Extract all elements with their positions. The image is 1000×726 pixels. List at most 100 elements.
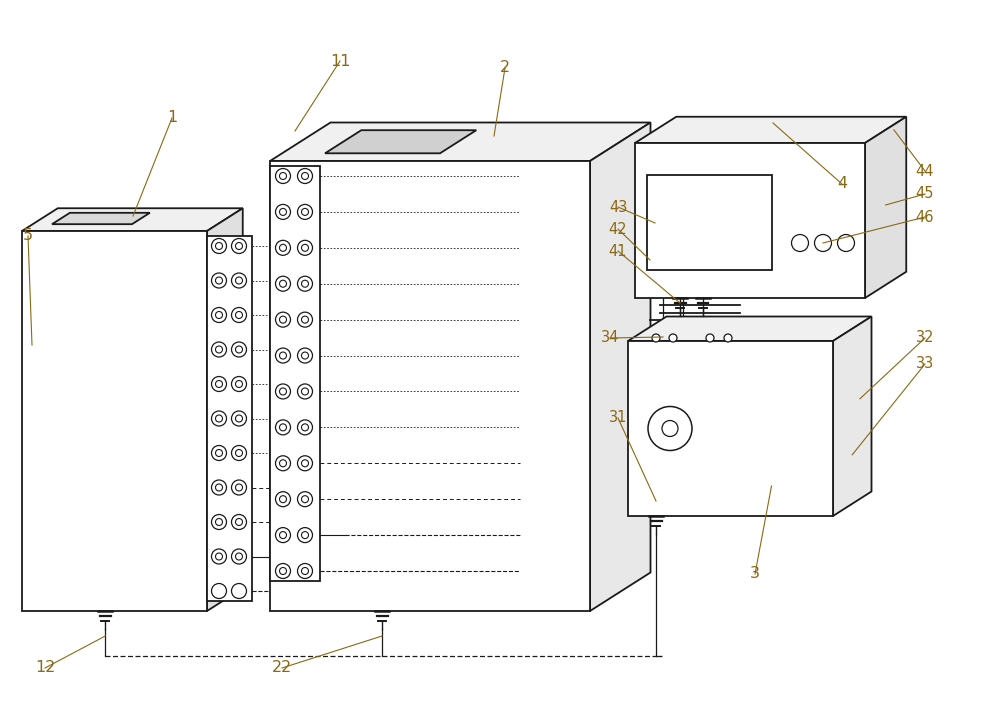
Circle shape	[236, 242, 242, 250]
Bar	[628, 341, 833, 516]
Text: 11: 11	[330, 54, 350, 68]
Circle shape	[212, 549, 227, 564]
Circle shape	[232, 411, 246, 426]
Circle shape	[280, 424, 287, 431]
Circle shape	[232, 239, 246, 253]
Polygon shape	[590, 123, 651, 611]
Circle shape	[276, 384, 290, 399]
Circle shape	[212, 308, 227, 322]
Circle shape	[212, 342, 227, 357]
Circle shape	[302, 531, 308, 539]
Text: 33: 33	[916, 356, 934, 372]
Circle shape	[302, 388, 308, 395]
Circle shape	[724, 334, 732, 342]
Circle shape	[216, 346, 223, 353]
Circle shape	[236, 277, 242, 284]
Text: 44: 44	[916, 163, 934, 179]
Circle shape	[276, 563, 290, 579]
Circle shape	[280, 352, 287, 359]
Circle shape	[298, 456, 312, 470]
Text: 32: 32	[916, 330, 934, 346]
Circle shape	[236, 380, 242, 388]
Circle shape	[232, 480, 246, 495]
Circle shape	[276, 240, 290, 256]
Circle shape	[302, 280, 308, 287]
Text: 43: 43	[609, 200, 627, 214]
Circle shape	[276, 312, 290, 327]
Circle shape	[212, 584, 227, 598]
Circle shape	[232, 273, 246, 288]
Circle shape	[216, 415, 223, 422]
Polygon shape	[270, 123, 651, 161]
Circle shape	[216, 449, 223, 457]
Circle shape	[232, 549, 246, 564]
Circle shape	[302, 208, 308, 216]
Circle shape	[662, 420, 678, 436]
Circle shape	[837, 234, 854, 251]
Circle shape	[212, 515, 227, 529]
Circle shape	[298, 420, 312, 435]
Bar	[270, 161, 590, 611]
Text: 12: 12	[35, 661, 55, 675]
Text: 34: 34	[601, 330, 619, 346]
Text: 46: 46	[916, 210, 934, 224]
Text: 5: 5	[23, 229, 33, 243]
Circle shape	[792, 234, 808, 251]
Circle shape	[276, 348, 290, 363]
Circle shape	[232, 446, 246, 460]
Text: 1: 1	[167, 110, 177, 126]
Circle shape	[232, 515, 246, 529]
Circle shape	[232, 342, 246, 357]
Circle shape	[298, 276, 312, 291]
Polygon shape	[833, 317, 872, 516]
Circle shape	[298, 312, 312, 327]
Circle shape	[216, 242, 223, 250]
Circle shape	[212, 446, 227, 460]
Polygon shape	[207, 208, 243, 611]
Circle shape	[276, 456, 290, 470]
Circle shape	[212, 273, 227, 288]
Circle shape	[298, 168, 312, 184]
Circle shape	[280, 388, 287, 395]
Circle shape	[236, 311, 242, 319]
Circle shape	[280, 460, 287, 467]
Circle shape	[236, 518, 242, 526]
Text: 2: 2	[500, 60, 510, 76]
Circle shape	[236, 449, 242, 457]
Circle shape	[298, 205, 312, 219]
Circle shape	[232, 377, 246, 391]
Text: 4: 4	[837, 176, 847, 192]
Circle shape	[298, 384, 312, 399]
Circle shape	[280, 531, 287, 539]
Circle shape	[280, 245, 287, 251]
Circle shape	[216, 518, 223, 526]
Circle shape	[814, 234, 832, 251]
Circle shape	[216, 553, 223, 560]
Polygon shape	[628, 317, 872, 341]
Text: 45: 45	[916, 187, 934, 202]
Bar	[270, 166, 320, 581]
Circle shape	[669, 334, 677, 342]
Circle shape	[298, 348, 312, 363]
Circle shape	[302, 568, 308, 574]
Circle shape	[298, 492, 312, 507]
Circle shape	[216, 277, 223, 284]
Bar	[207, 236, 252, 601]
Circle shape	[302, 424, 308, 431]
Circle shape	[280, 316, 287, 323]
Circle shape	[236, 553, 242, 560]
Circle shape	[298, 528, 312, 542]
Circle shape	[236, 346, 242, 353]
Bar	[647, 175, 772, 270]
Text: 31: 31	[609, 410, 627, 425]
Text: 41: 41	[609, 243, 627, 258]
Text: 42: 42	[609, 221, 627, 237]
Circle shape	[302, 173, 308, 179]
Circle shape	[276, 205, 290, 219]
Circle shape	[212, 377, 227, 391]
Circle shape	[276, 420, 290, 435]
Circle shape	[276, 168, 290, 184]
Circle shape	[302, 352, 308, 359]
Circle shape	[280, 496, 287, 502]
Polygon shape	[635, 117, 906, 143]
